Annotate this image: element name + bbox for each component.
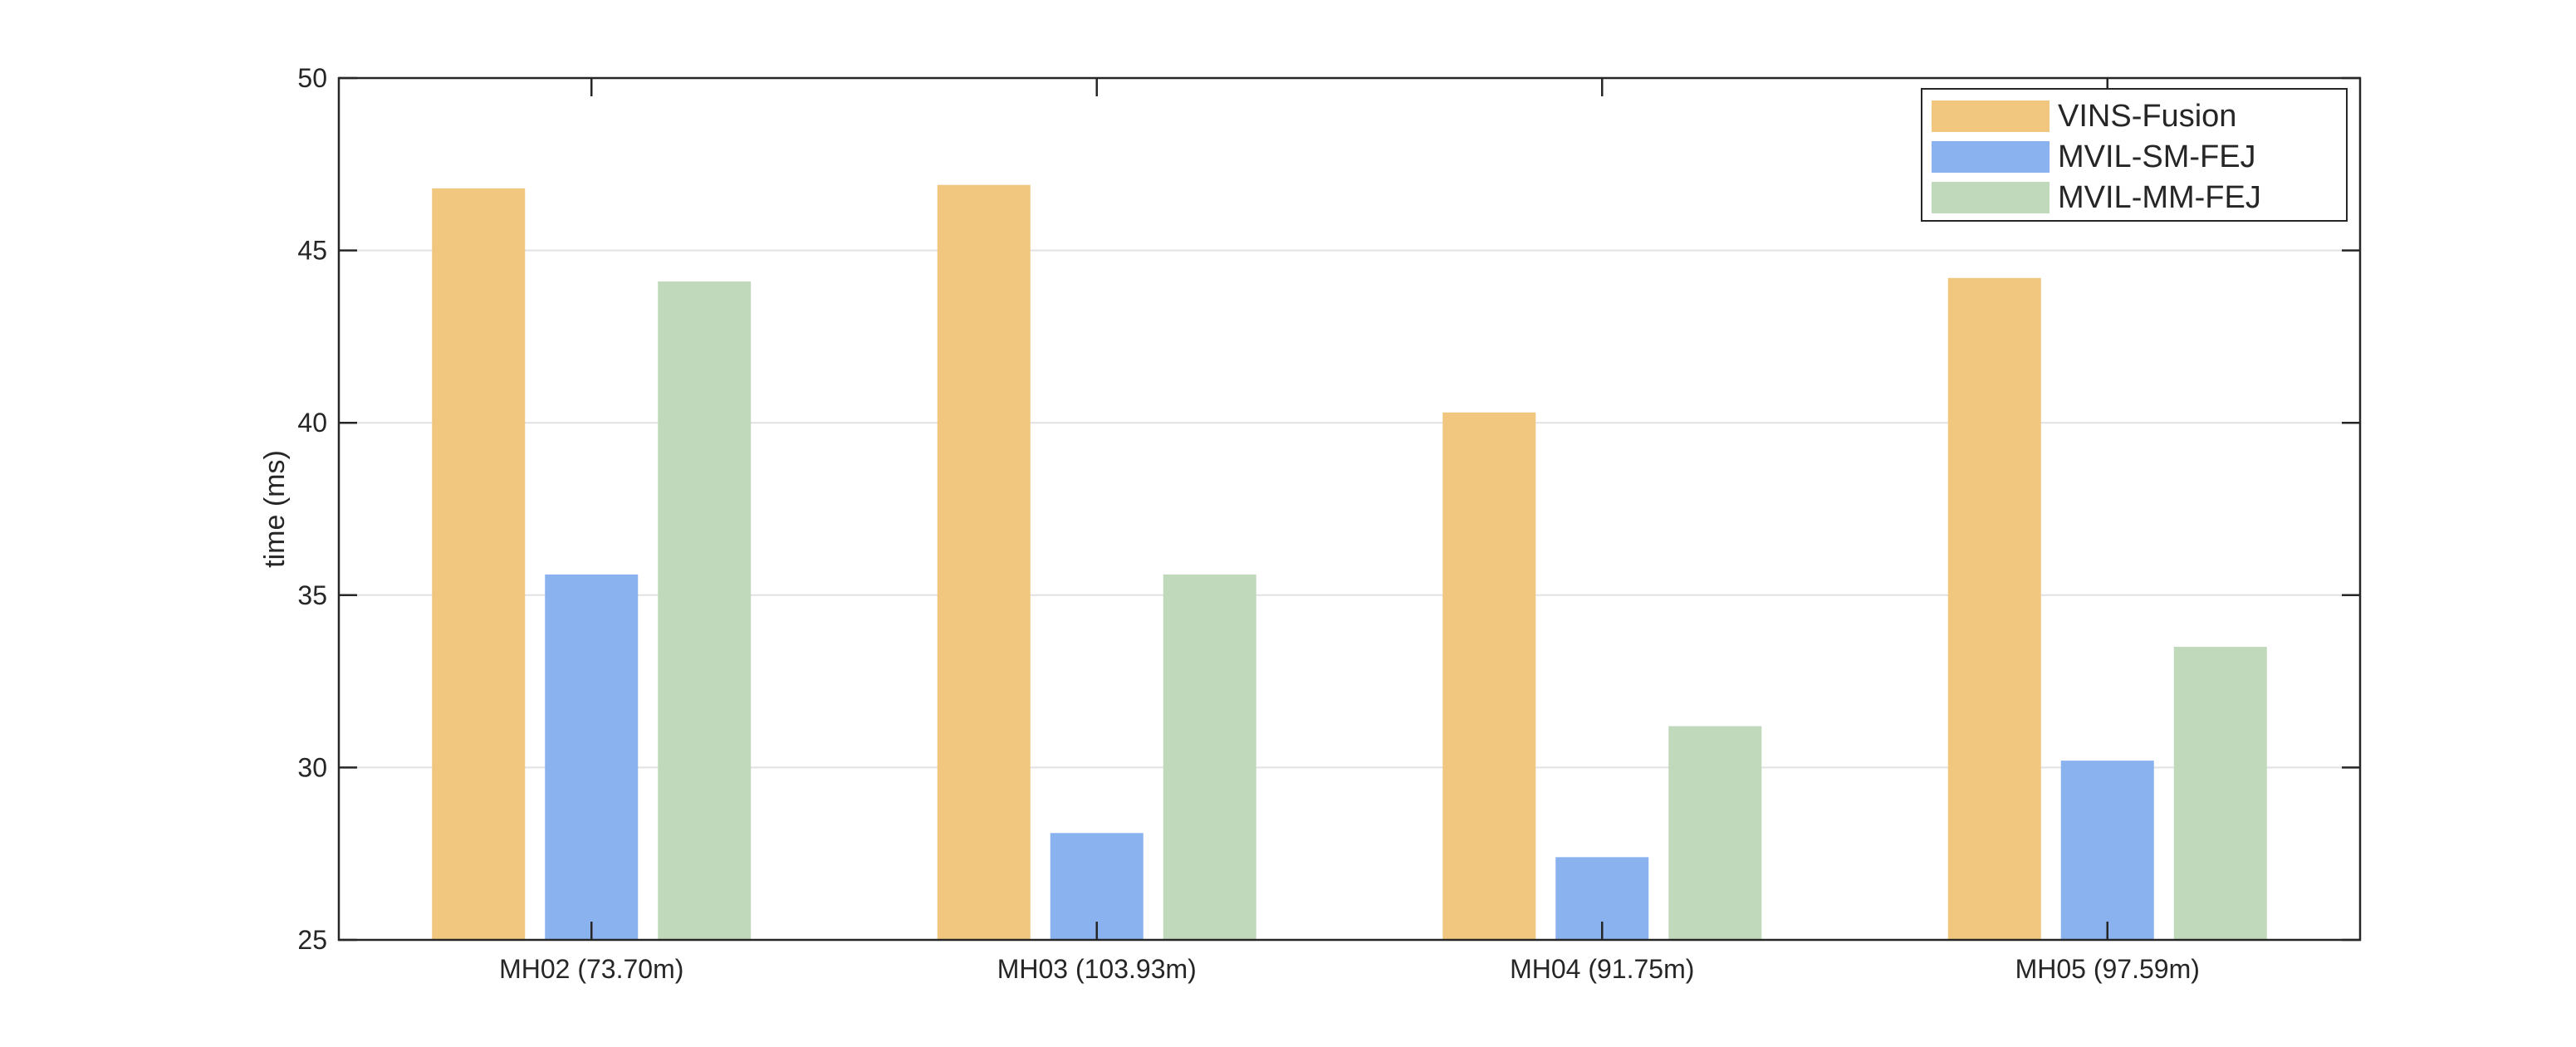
legend-label: MVIL-SM-FEJ [2058, 139, 2256, 174]
y-tick-label: 50 [297, 63, 327, 93]
y-tick-label: 30 [297, 752, 327, 782]
x-tick-label: MH02 (73.70m) [499, 954, 683, 984]
y-tick-label: 25 [297, 925, 327, 955]
axes: 25 30 35 40 45 50 MH02 (73.70m) MH03 (103.93m) M… [259, 63, 2362, 984]
bar [545, 574, 639, 940]
x-tick-label: MH04 (91.75m) [1510, 954, 1694, 984]
legend-label: VINS-Fusion [2058, 99, 2236, 134]
bar [658, 281, 752, 940]
grid-lines [339, 249, 2360, 769]
y-tick-label: 35 [297, 580, 327, 610]
bar [2060, 761, 2154, 940]
legend: VINS-Fusion MVIL-SM-FEJ MVIL-MM-FEJ [1921, 88, 2348, 222]
y-axis-label: time (ms) [259, 450, 291, 568]
y-tick-label: 40 [297, 408, 327, 438]
legend-swatch [1932, 100, 2050, 132]
legend-label: MVIL-MM-FEJ [2058, 180, 2261, 215]
bar [1442, 412, 1536, 940]
legend-swatch [1932, 182, 2050, 213]
x-tick-label: MH03 (103.93m) [997, 954, 1197, 984]
x-tick-label: MH05 (97.59m) [2015, 954, 2200, 984]
bar [1947, 277, 2041, 940]
bar [432, 188, 526, 940]
y-tick-label: 45 [297, 236, 327, 266]
bars [432, 184, 2267, 940]
bar [2173, 647, 2267, 940]
bar [1163, 574, 1256, 940]
legend-swatch [1932, 141, 2050, 173]
plot-frame [337, 76, 2362, 942]
bar [1668, 726, 1762, 940]
bar [937, 184, 1031, 940]
